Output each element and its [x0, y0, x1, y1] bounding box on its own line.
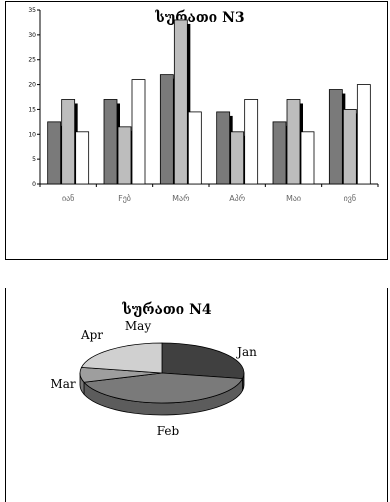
bar	[286, 99, 301, 185]
pie-label: May	[125, 319, 151, 333]
y-tick-label: 35	[28, 7, 36, 14]
x-tick-label: იან	[62, 193, 74, 203]
x-tick-label: Mარ	[172, 193, 189, 203]
bar	[328, 89, 343, 185]
x-tick-label: Aპრ	[229, 193, 245, 203]
bar-shadow	[187, 23, 191, 185]
bar	[244, 99, 259, 185]
pie-chart-marks	[79, 342, 245, 416]
bar-chart-axes: 0 5 10 15 20 25 30 35 იან Fებ Mარ Aპრ Mაი ივნ	[28, 7, 379, 203]
y-tick-label: 20	[28, 82, 36, 89]
bar	[47, 121, 62, 185]
pie-slice	[80, 342, 163, 374]
bar	[187, 111, 202, 185]
y-tick-label: 5	[32, 156, 36, 163]
bar	[356, 84, 371, 185]
bar	[159, 74, 174, 185]
y-tick-label: 25	[28, 57, 36, 64]
x-tick-label: Fებ	[118, 193, 131, 203]
bar	[173, 19, 188, 185]
pie-label: Apr	[80, 328, 103, 342]
bar	[216, 111, 231, 185]
bar	[230, 131, 245, 185]
pie-chart-title: სურათი N4	[121, 302, 212, 318]
pie-label: Jan	[235, 345, 257, 359]
pie-label: Mar	[50, 377, 75, 391]
bar	[117, 126, 132, 185]
bar	[342, 109, 357, 185]
bar	[103, 99, 118, 185]
y-tick-label: 0	[32, 181, 36, 188]
bar-chart-marks	[47, 19, 371, 185]
bar	[272, 121, 287, 185]
x-tick-label: Mაი	[286, 194, 301, 203]
pie-slice	[83, 372, 244, 404]
bar	[300, 131, 315, 185]
bar	[75, 131, 90, 185]
pie-chart-labels: Jan Feb Mar Apr May	[50, 319, 257, 438]
bar	[131, 79, 146, 185]
x-tick-label: ივნ	[344, 193, 356, 203]
bar	[61, 99, 76, 185]
y-tick-label: 30	[28, 32, 36, 39]
pie-label: Feb	[157, 424, 180, 438]
y-tick-label: 10	[28, 131, 36, 138]
y-tick-label: 15	[28, 106, 36, 113]
pie-slice	[161, 342, 245, 380]
